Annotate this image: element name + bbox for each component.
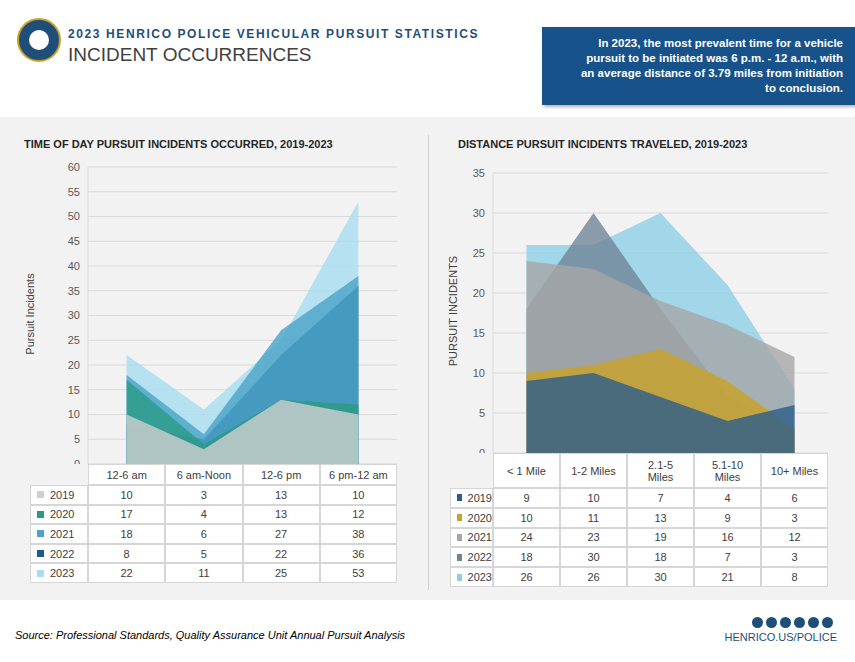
- svg-text:60: 60: [68, 161, 80, 173]
- svg-text:45: 45: [68, 235, 80, 247]
- html-text:30: 30: [587, 551, 600, 564]
- html-text:10+ Miles: 10+ Miles: [770, 464, 819, 477]
- html-text:18: 18: [120, 528, 133, 540]
- html-text:3: 3: [200, 488, 207, 501]
- html-text:Pursuit Incidents: Pursuit Incidents: [24, 272, 36, 355]
- html-text:12: 12: [788, 531, 801, 544]
- html-text:11: 11: [587, 511, 600, 524]
- html-text:Source: Professional Standards: Source: Professional Standards, Quality …: [15, 629, 406, 641]
- html-text:13: 13: [275, 488, 288, 501]
- html-text:9: 9: [724, 511, 731, 524]
- html-text:INCIDENT OCCURRENCES: INCIDENT OCCURRENCES: [68, 44, 312, 65]
- html-text:10: 10: [587, 491, 600, 504]
- html-text:2023 HENRICO POLICE VEHICULAR: 2023 HENRICO POLICE VEHICULAR PURSUIT ST…: [68, 27, 480, 41]
- svg-text:10: 10: [473, 367, 485, 379]
- html-text:12-6 pm: 12-6 pm: [260, 468, 302, 481]
- html-text:2.1-5 Miles: 2.1-5 Miles: [647, 458, 674, 483]
- html-text:27: 27: [275, 528, 288, 540]
- svg-text:30: 30: [68, 309, 80, 321]
- html-text:2023: 2023: [50, 567, 75, 580]
- html-text:25: 25: [275, 567, 288, 580]
- html-text:7: 7: [657, 491, 664, 504]
- html-text:10: 10: [120, 488, 133, 501]
- html-text:8: 8: [791, 571, 798, 584]
- html-text:4: 4: [724, 491, 731, 504]
- svg-text:5: 5: [479, 407, 485, 419]
- svg-text:50: 50: [68, 210, 80, 222]
- html-text:6: 6: [791, 491, 798, 504]
- html-text:2021: 2021: [50, 528, 75, 540]
- svg-text:25: 25: [68, 334, 80, 346]
- html-text:PURSUIT INCIDENTS: PURSUIT INCIDENTS: [447, 255, 459, 367]
- html-text:5.1-10 Miles: 5.1-10 Miles: [711, 458, 744, 483]
- html-text:TIME OF DAY PURSUIT INCIDENTS: TIME OF DAY PURSUIT INCIDENTS OCCURRED, …: [24, 138, 333, 150]
- html-text:DISTANCE PURSUIT INCIDENTS TRA: DISTANCE PURSUIT INCIDENTS TRAVELED, 201…: [458, 138, 748, 150]
- html-text:26: 26: [520, 571, 533, 584]
- html-text:53: 53: [352, 567, 365, 580]
- html-text:23: 23: [587, 531, 600, 544]
- html-text:16: 16: [721, 531, 734, 544]
- html-text:5: 5: [200, 547, 207, 560]
- html-text:6: 6: [200, 528, 207, 540]
- html-text:2020: 2020: [467, 511, 492, 524]
- html-text:22: 22: [275, 547, 288, 560]
- html-text:4: 4: [200, 508, 207, 521]
- html-text:17: 17: [120, 508, 133, 521]
- html-text:24: 24: [520, 531, 533, 544]
- html-text:9: 9: [523, 491, 530, 504]
- svg-text:20: 20: [473, 287, 485, 299]
- html-text:12: 12: [352, 508, 365, 521]
- html-text:6 am-Noon: 6 am-Noon: [176, 468, 232, 481]
- html-text:6 pm-12 am: 6 pm-12 am: [329, 468, 388, 481]
- html-text:< 1 Mile: < 1 Mile: [507, 464, 546, 477]
- html-text:10: 10: [520, 511, 533, 524]
- html-text:30: 30: [654, 571, 667, 584]
- html-text:11: 11: [198, 567, 210, 580]
- svg-text:10: 10: [68, 408, 80, 420]
- html-text:In 2023, the most prevalent ti: In 2023, the most prevalent time for a v…: [581, 37, 843, 94]
- svg-text:35: 35: [473, 167, 485, 179]
- html-text:19: 19: [654, 531, 667, 544]
- html-text:3: 3: [791, 511, 798, 524]
- html-text:2019: 2019: [467, 491, 492, 504]
- html-text:13: 13: [654, 511, 667, 524]
- svg-text:25: 25: [473, 247, 485, 259]
- html-text:18: 18: [654, 551, 667, 564]
- html-text:22: 22: [120, 567, 133, 580]
- html-text:26: 26: [587, 571, 600, 584]
- svg-text:35: 35: [68, 285, 80, 297]
- html-text:18: 18: [520, 551, 533, 564]
- html-text:2021: 2021: [467, 531, 492, 544]
- html-text:2023: 2023: [467, 571, 492, 584]
- html-text:38: 38: [352, 528, 365, 540]
- svg-text:55: 55: [68, 186, 80, 198]
- html-text:2022: 2022: [50, 547, 75, 560]
- svg-text:20: 20: [68, 359, 80, 371]
- html-text:3: 3: [791, 551, 798, 564]
- html-text:HENRICO.US/POLICE: HENRICO.US/POLICE: [724, 631, 837, 643]
- html-text:12-6 am: 12-6 am: [106, 468, 147, 481]
- svg-text:5: 5: [74, 433, 80, 445]
- html-text:2019: 2019: [50, 488, 75, 501]
- html-text:7: 7: [724, 551, 731, 564]
- svg-text:15: 15: [473, 327, 485, 339]
- html-text:10: 10: [352, 488, 365, 501]
- html-text:8: 8: [123, 547, 130, 560]
- svg-text:15: 15: [68, 384, 80, 396]
- html-text:2020: 2020: [50, 508, 75, 521]
- svg-text:40: 40: [68, 260, 80, 272]
- html-text:1-2 Miles: 1-2 Miles: [571, 464, 616, 477]
- html-text:2022: 2022: [467, 551, 492, 564]
- svg-text:30: 30: [473, 207, 485, 219]
- html-text:13: 13: [275, 508, 288, 521]
- html-text:21: 21: [721, 571, 734, 584]
- html-text:36: 36: [352, 547, 365, 560]
